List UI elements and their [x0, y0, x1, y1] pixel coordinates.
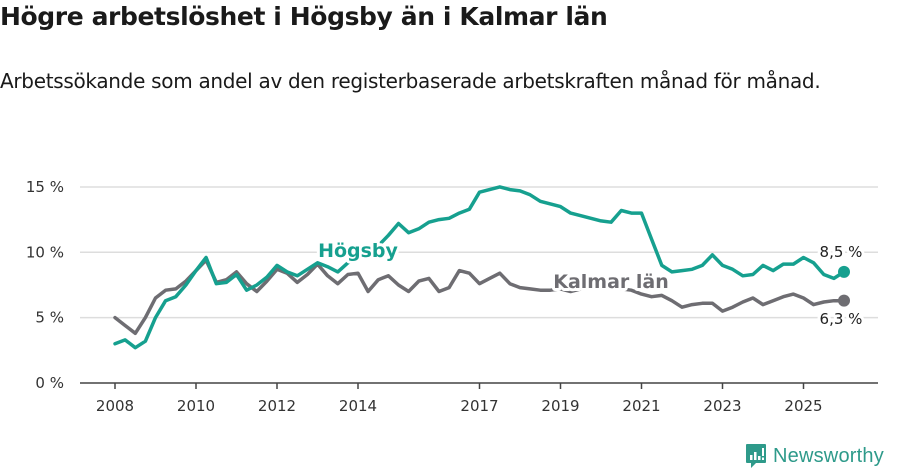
svg-text:8,5 %: 8,5 %	[820, 243, 863, 261]
end-label-hogsby: 8,5 %	[820, 243, 863, 261]
svg-text:Högsby: Högsby	[318, 240, 398, 262]
end-point-marker	[838, 265, 850, 278]
y-tick-label: 5 %	[35, 309, 64, 327]
x-tick-label: 2014	[339, 397, 377, 415]
series-line-kalmar	[113, 258, 846, 336]
svg-text:Kalmar län: Kalmar län	[553, 271, 669, 293]
brand-logo: Newsworthy	[745, 443, 884, 469]
x-tick-label: 2021	[622, 397, 660, 415]
x-tick-label: 2019	[541, 397, 579, 415]
series-lines	[113, 185, 850, 350]
chart-subtitle: Arbetssökande som andel av den registerb…	[0, 69, 821, 93]
x-axis: 2008 2010 2012 2014 2017 2019 2021 2023 2025	[80, 382, 878, 415]
brand-name: Newsworthy	[773, 444, 884, 467]
x-tick-label: 2017	[460, 397, 498, 415]
x-tick-label: 2023	[703, 397, 741, 415]
end-point-marker	[838, 294, 850, 307]
chart-title: Högre arbetslöshet i Högsby än i Kalmar …	[0, 2, 608, 31]
x-tick-label: 2025	[784, 397, 822, 415]
label-kalmar: Kalmar län	[553, 271, 669, 293]
newsworthy-logo-icon	[746, 444, 766, 468]
y-tick-label: 15 %	[26, 178, 64, 196]
x-tick-label: 2012	[258, 397, 296, 415]
label-hogsby: Högsby	[318, 240, 398, 262]
x-tick-label: 2010	[177, 397, 215, 415]
y-tick-label: 0 %	[35, 374, 64, 392]
end-label-kalmar: 6,3 %	[820, 310, 863, 328]
y-axis: 0 % 5 % 10 % 15 %	[26, 178, 64, 392]
gridlines	[80, 186, 878, 319]
x-tick-label: 2008	[96, 397, 134, 415]
series-line-hogsby	[113, 185, 846, 350]
y-tick-label: 10 %	[26, 243, 64, 261]
svg-text:6,3 %: 6,3 %	[820, 310, 863, 328]
